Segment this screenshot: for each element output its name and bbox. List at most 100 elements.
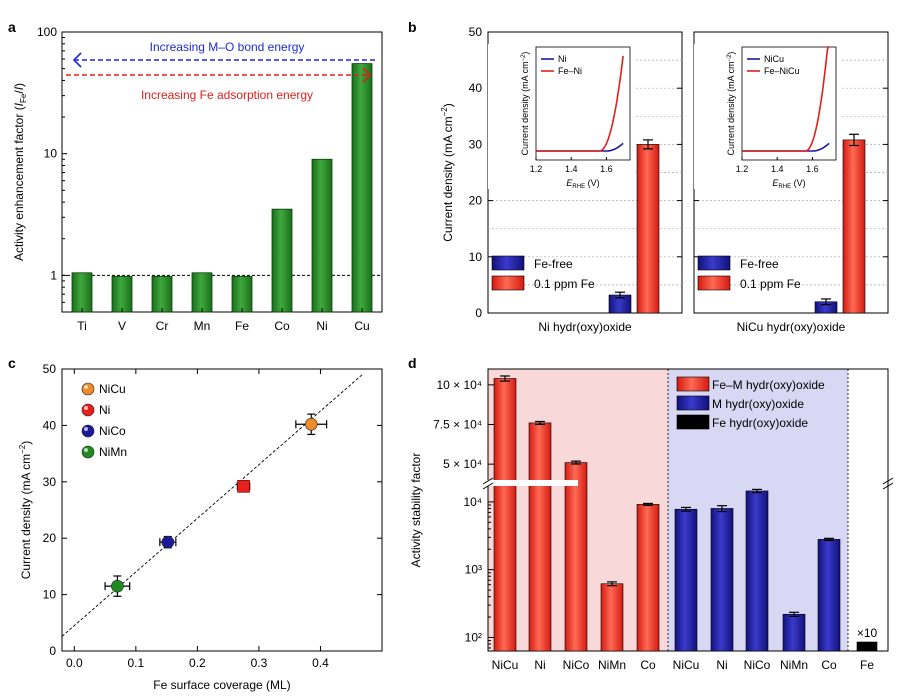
y-axis-label-c: Current density (mA cm−2) — [18, 441, 33, 580]
legend-swatch — [491, 275, 525, 291]
group-label: NiCu hydr(oxy)oxide — [737, 320, 846, 334]
y-axis-label-b: Current density (mA cm−2) — [440, 103, 455, 242]
x-tick-label: NiCo — [744, 658, 771, 672]
y-tick-label: 10³ — [465, 563, 482, 577]
legend-swatch — [697, 275, 731, 291]
x-tick-label: Ni — [716, 658, 727, 672]
legend-swatch — [676, 414, 710, 430]
x-tick-label: Cr — [156, 319, 169, 333]
inset-curve-fe — [536, 55, 624, 152]
y-tick-label: 20 — [43, 531, 57, 545]
x-tick-label: Ti — [77, 319, 87, 333]
point-Ni — [237, 480, 250, 493]
y-tick-label: 0 — [475, 306, 482, 320]
legend-swatch — [491, 255, 525, 271]
bar-0.1 ppm Fe — [842, 139, 866, 314]
legend-label: Fe-free — [534, 257, 573, 271]
legend-marker-shine — [84, 406, 88, 410]
y-tick-label: 10 — [43, 588, 57, 602]
x-tick-label: Ni — [316, 319, 327, 333]
arrow-head — [362, 67, 372, 83]
y-tick-label: 0 — [49, 644, 56, 658]
legend-marker — [81, 424, 95, 438]
bar-NiMn — [782, 613, 806, 652]
bar-Ni — [311, 158, 333, 313]
bar-NiCu — [493, 378, 517, 652]
plot-frame-a — [61, 31, 383, 313]
y-tick-label: 7.5 × 10⁴ — [433, 418, 482, 432]
x-tick-label: 0.2 — [189, 656, 206, 670]
inset-legend-label: Fe–Ni — [558, 66, 582, 76]
y-axis-label-d: Activity stability factor — [409, 453, 423, 568]
point-NiMn — [111, 579, 124, 593]
legend-marker — [81, 445, 95, 459]
inset-frame — [535, 46, 631, 161]
legend-swatch — [697, 255, 731, 271]
break-mark — [882, 482, 894, 490]
bar-Fe — [231, 276, 253, 313]
inset-x-label: ERHE (V) — [772, 178, 805, 190]
x-tick-label: Co — [821, 658, 837, 672]
x-tick-label: NiCu — [492, 658, 519, 672]
legend-marker-shine — [84, 448, 88, 452]
panel-label-d: d — [408, 355, 417, 371]
inset-legend-label: Fe–NiCu — [764, 66, 800, 76]
legend-marker-shine — [84, 427, 88, 431]
x-axis-label-c: Fe surface coverage (ML) — [153, 678, 290, 692]
legend-label: M hydr(oxy)oxide — [712, 397, 804, 411]
x-tick-label: 0.4 — [312, 656, 329, 670]
x-tick-label: Fe — [235, 319, 249, 333]
inset-x-tick-label: 1.6 — [806, 164, 819, 174]
bar-NiCo — [564, 462, 588, 652]
bar-Co — [636, 504, 660, 652]
arrow-head — [72, 52, 82, 68]
annotation-x10: ×10 — [857, 626, 878, 640]
y-tick-label: 30 — [43, 475, 57, 489]
inset-curve-fe — [742, 46, 830, 152]
x-tick-label: V — [118, 319, 126, 333]
panel-label-b: b — [408, 19, 417, 35]
legend-marker-shine — [84, 385, 88, 389]
y-tick-label: 10 — [469, 250, 483, 264]
inset-x-tick-label: 1.2 — [736, 164, 749, 174]
x-tick-label: 0.0 — [66, 656, 83, 670]
y-tick-label: 10 × 10⁴ — [436, 378, 482, 392]
x-tick-label: NiCu — [673, 658, 700, 672]
bar-Ni — [710, 508, 734, 652]
point-NiCo — [161, 535, 175, 549]
bar-Fe — [856, 641, 878, 652]
legend-swatch — [676, 376, 710, 392]
x-tick-label: Co — [274, 319, 290, 333]
point-NiCu — [304, 417, 318, 431]
x-tick-label: 0.1 — [128, 656, 145, 670]
bar-Mn — [191, 272, 213, 313]
y-tick-label: 50 — [43, 362, 57, 376]
group-label: Ni hydr(oxy)oxide — [538, 320, 632, 334]
y-axis-label-a: Activity enhancement factor (IFe/I) — [12, 83, 28, 261]
legend-label: NiMn — [99, 445, 127, 459]
legend-label: 0.1 ppm Fe — [740, 277, 801, 291]
x-tick-label: Mn — [194, 319, 211, 333]
legend-label: Ni — [99, 403, 110, 417]
x-tick-label: Cu — [354, 319, 369, 333]
bar-Co — [817, 539, 841, 652]
annotation-bond-energy: Increasing M–O bond energy — [150, 40, 305, 54]
y-tick-label: 30 — [469, 137, 483, 151]
inset-x-tick-label: 1.6 — [600, 164, 613, 174]
axis-break — [486, 480, 578, 486]
panel-b: b Current density (mA cm−2) 0 10 20 30 40 50 Ni … — [408, 19, 889, 334]
x-tick-label: Ni — [534, 658, 545, 672]
inset-legend-label: Ni — [558, 54, 567, 64]
fit-line — [61, 373, 364, 637]
legend-label: Fe-free — [740, 257, 779, 271]
annotation-adsorption-energy: Increasing Fe adsorption energy — [141, 88, 313, 102]
legend-label: Fe–M hydr(oxy)oxide — [712, 378, 825, 392]
bar-Co — [271, 208, 293, 313]
panel-label-a: a — [8, 19, 16, 35]
legend-label: NiCu — [99, 382, 126, 396]
y-tick-label: 40 — [43, 418, 57, 432]
legend-marker — [81, 403, 95, 417]
y-tick-label: 1 — [50, 268, 57, 282]
inset-x-tick-label: 1.4 — [565, 164, 578, 174]
